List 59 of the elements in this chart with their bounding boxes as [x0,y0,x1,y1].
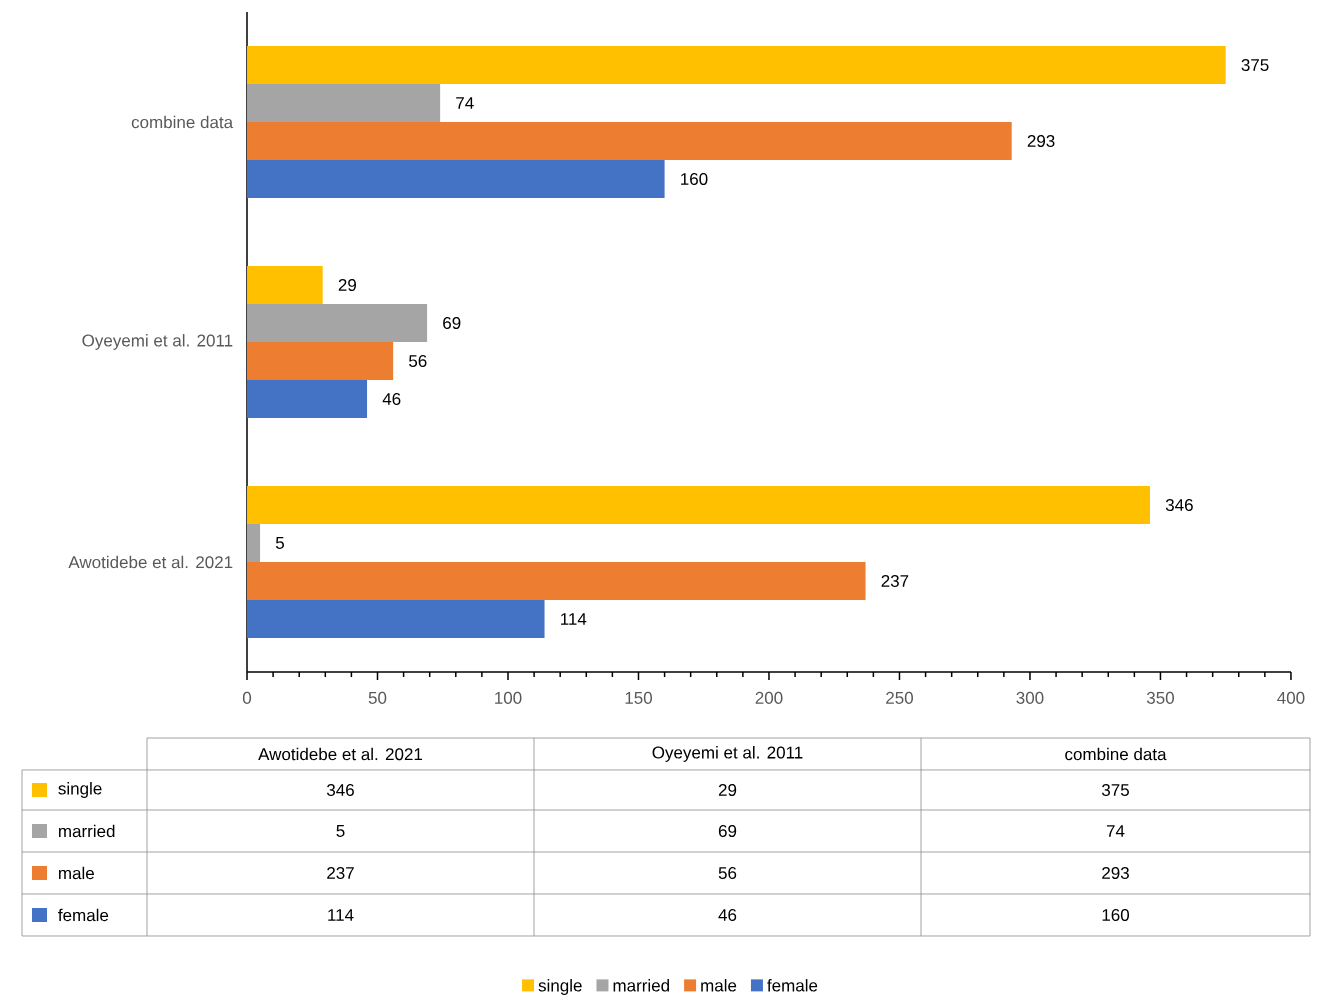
legend-label: married [59,824,115,838]
bar [247,46,1226,84]
data-label: 5 [336,825,345,837]
legend-label: male [59,866,94,880]
legend-label: female [58,908,109,922]
x-tick-label: 100 [495,691,522,704]
bar [247,524,261,562]
data-label: 114 [561,613,587,625]
x-tick-label: 400 [1277,691,1305,704]
x-tick-label: 0 [242,691,252,704]
legend-label: married [613,979,669,992]
y-tick-label: combine data [131,115,234,129]
bar [247,599,545,638]
y-tick-label: Oyeyemi et al. 2011 [82,334,233,350]
data-label: 74 [456,97,474,109]
legend-label: male [701,979,737,992]
x-tick-label: 250 [886,691,913,704]
bar [247,486,1151,524]
x-tick-label: 300 [1016,691,1044,704]
x-tick-label: 350 [1146,691,1174,704]
category-label: Awotidebe et al. 2021 [258,747,423,761]
legend-label: single [58,782,102,798]
legend-label: single [538,979,582,995]
data-label: 375 [1101,783,1129,797]
bar [247,304,428,342]
data-label: 69 [443,316,461,330]
bar [247,341,394,380]
data-label: 114 [328,909,354,921]
data-label: 160 [1102,908,1130,922]
data-label: 375 [1241,58,1269,72]
data-label: 46 [718,908,737,922]
data-label: 293 [1027,134,1055,148]
data-label: 56 [718,866,737,880]
data-label: 237 [881,574,909,588]
category-label: combine data [1065,747,1167,761]
bar [247,266,323,304]
category-label: Oyeyemi et al. 2011 [652,746,803,762]
bar [247,84,441,122]
bar [247,561,866,600]
bar [247,379,368,418]
data-label: 160 [681,172,708,186]
x-tick-label: 200 [755,691,783,704]
x-tick-label: 150 [625,691,653,704]
data-label: 46 [382,392,401,406]
legend-label: female [767,979,818,992]
y-tick-label: Awotidebe et al. 2021 [68,555,233,569]
data-label: 74 [1106,825,1125,837]
data-label: 29 [718,783,737,797]
bar [247,159,665,198]
bar [247,121,1012,160]
data-label: 29 [338,278,356,292]
data-label: 69 [718,824,737,838]
data-label: 346 [326,783,354,797]
data-label: 293 [1102,866,1129,880]
data-label: 346 [1165,498,1193,512]
x-tick-label: 50 [368,691,387,704]
data-label: 56 [409,354,427,368]
data-label: 5 [275,537,284,549]
data-label: 237 [327,866,354,880]
